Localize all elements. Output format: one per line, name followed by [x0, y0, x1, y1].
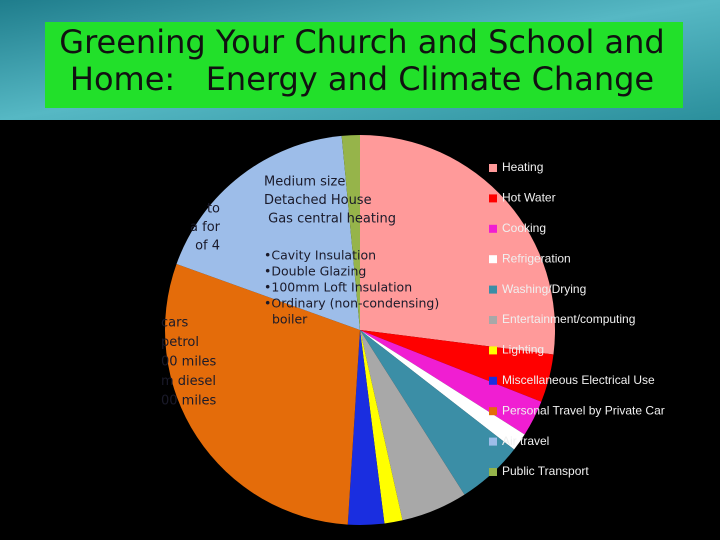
pie-slice — [360, 330, 554, 402]
legend-marker — [489, 224, 497, 233]
pie-slice — [360, 330, 403, 524]
legend-marker — [489, 346, 497, 355]
legend-label: Air travel — [502, 434, 549, 448]
legend-label: Washing/Drying — [502, 282, 586, 296]
legend-label: Hot Water — [502, 191, 556, 205]
house-note: Gas central heating — [264, 212, 396, 227]
left-note: 00 miles — [161, 355, 217, 370]
left-note: a for — [190, 220, 221, 235]
pie-slice — [360, 330, 525, 450]
legend-marker — [489, 407, 497, 416]
legend-label: Personal Travel by Private Car — [502, 403, 665, 417]
pie-slice — [341, 135, 360, 330]
title-box — [45, 22, 683, 108]
legend-marker — [489, 468, 497, 476]
pie-slice — [165, 263, 360, 525]
legend-label: Public Transport — [502, 464, 589, 478]
house-note: Medium size — [264, 175, 345, 190]
measure-note: •Ordinary (non-condensing) — [264, 296, 439, 311]
legend-label: Entertainment/computing — [502, 312, 635, 326]
left-note: 00 miles — [161, 394, 217, 409]
measure-note: boiler — [264, 312, 308, 327]
left-note: of 4 — [195, 239, 220, 254]
legend-marker — [489, 316, 497, 324]
measure-note: •Cavity Insulation — [264, 248, 376, 263]
left-note: to — [207, 202, 220, 217]
left-note: petrol — [161, 335, 199, 350]
legend-label: Cooking — [502, 221, 546, 235]
legend: Heating Hot Water Cooking Refrigeration Wash… — [489, 160, 665, 478]
legend-label: Refrigeration — [502, 251, 571, 265]
legend-marker — [489, 255, 497, 264]
measure-note: •100mm Loft Insulation — [264, 280, 412, 295]
measure-note: •Double Glazing — [264, 264, 366, 279]
pie-slice — [360, 135, 555, 355]
legend-marker — [489, 285, 497, 294]
legend-marker — [489, 164, 497, 172]
legend-marker — [489, 194, 497, 203]
pie-slice — [360, 330, 465, 521]
pie-slice — [347, 330, 385, 525]
title-line: Home: Energy and Climate Change — [70, 60, 654, 98]
house-note: Detached House — [264, 193, 372, 208]
legend-marker — [489, 376, 497, 385]
pie-slice — [360, 330, 515, 495]
pie-slice — [176, 135, 360, 330]
left-note: m diesel — [161, 374, 216, 389]
annotations: Medium size Detached House Gas central he… — [161, 175, 439, 409]
title-line: Greening Your Church and School and — [59, 23, 664, 61]
legend-label: Lighting — [502, 343, 544, 357]
left-note: cars — [161, 316, 188, 331]
legend-label: Miscellaneous Electrical Use — [502, 373, 655, 387]
legend-label: Heating — [502, 160, 543, 174]
pie — [165, 135, 555, 525]
legend-marker — [489, 437, 497, 446]
